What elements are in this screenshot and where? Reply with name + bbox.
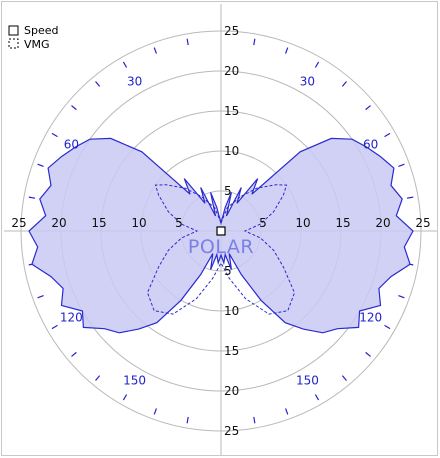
legend-speed-label: Speed <box>24 24 58 37</box>
angle-tick-110 <box>398 295 405 299</box>
angle-tick-150 <box>314 394 320 401</box>
angle-label-right-150: 150 <box>296 374 319 388</box>
radial-tick-label-down-10: 10 <box>224 304 239 318</box>
angle-tick-140 <box>341 375 347 381</box>
angle-label-left-60: 60 <box>64 138 79 152</box>
radial-tick-label-up-10: 10 <box>224 144 239 158</box>
angle-tick-200 <box>153 408 157 415</box>
legend-speed-swatch <box>8 25 19 36</box>
legend-vmg-swatch <box>8 38 19 49</box>
angle-tick-80 <box>406 196 414 199</box>
angle-label-right-60: 60 <box>363 138 378 152</box>
angle-tick-160 <box>285 408 289 415</box>
watermark-text: POLAR <box>188 236 254 258</box>
radial-tick-label-up-15: 15 <box>224 104 239 118</box>
angle-tick-280 <box>28 196 36 199</box>
angle-tick-10 <box>253 38 256 46</box>
radial-tick-label-left-25: 25 <box>11 216 26 230</box>
radial-tick-label-right-15: 15 <box>335 216 350 230</box>
angle-tick-190 <box>186 416 189 424</box>
angle-tick-60 <box>384 132 391 138</box>
angle-tick-290 <box>37 163 44 167</box>
radial-tick-label-right-25: 25 <box>415 216 430 230</box>
angle-label-left-150: 150 <box>123 374 146 388</box>
angle-tick-350 <box>186 38 189 46</box>
vmg-series-line <box>146 184 296 315</box>
radial-tick-label-up-5: 5 <box>224 184 232 198</box>
label-layer: 5 5 5 5 10 10 10 10 15 15 15 15 20 20 20 20 25 25 25 25 30 30… <box>11 24 430 438</box>
angle-tick-30 <box>314 61 320 68</box>
angle-tick-220 <box>95 375 101 381</box>
angle-tick-340 <box>153 47 157 54</box>
angle-tick-170 <box>253 416 256 424</box>
angle-tick-240 <box>51 324 58 330</box>
radial-tick-label-down-5: 5 <box>224 264 232 278</box>
angle-label-right-30: 30 <box>300 74 315 88</box>
legend: Speed VMG <box>8 24 58 51</box>
angle-tick-300 <box>51 132 58 138</box>
radial-tick-label-left-5: 5 <box>175 216 183 230</box>
angle-tick-330 <box>122 61 128 68</box>
radial-tick-label-left-10: 10 <box>131 216 146 230</box>
angle-tick-50 <box>365 105 371 111</box>
radial-tick-label-left-20: 20 <box>51 216 66 230</box>
radial-tick-label-right-10: 10 <box>295 216 310 230</box>
radial-tick-label-down-20: 20 <box>224 384 239 398</box>
angle-tick-20 <box>285 47 289 54</box>
angle-tick-310 <box>71 105 77 111</box>
radial-tick-label-down-15: 15 <box>224 344 239 358</box>
angle-tick-230 <box>71 351 77 357</box>
series-layer <box>28 137 414 334</box>
radial-tick-label-right-20: 20 <box>375 216 390 230</box>
angle-tick-40 <box>341 81 347 87</box>
radial-tick-label-right-5: 5 <box>259 216 267 230</box>
radial-tick-label-up-20: 20 <box>224 64 239 78</box>
angle-tick-210 <box>122 394 128 401</box>
legend-vmg-label: VMG <box>24 38 50 51</box>
angle-tick-70 <box>398 163 405 167</box>
angle-tick-120 <box>384 324 391 330</box>
radial-tick-label-left-15: 15 <box>91 216 106 230</box>
radial-tick-label-down-25: 25 <box>224 424 239 438</box>
angle-tick-250 <box>37 295 44 299</box>
angle-tick-320 <box>95 81 101 87</box>
angle-label-left-120: 120 <box>60 310 83 324</box>
angle-label-right-120: 120 <box>359 310 382 324</box>
radial-tick-label-up-25: 25 <box>224 24 239 38</box>
center-marker <box>216 226 226 236</box>
angle-tick-130 <box>365 351 371 357</box>
angle-label-left-30: 30 <box>127 74 142 88</box>
